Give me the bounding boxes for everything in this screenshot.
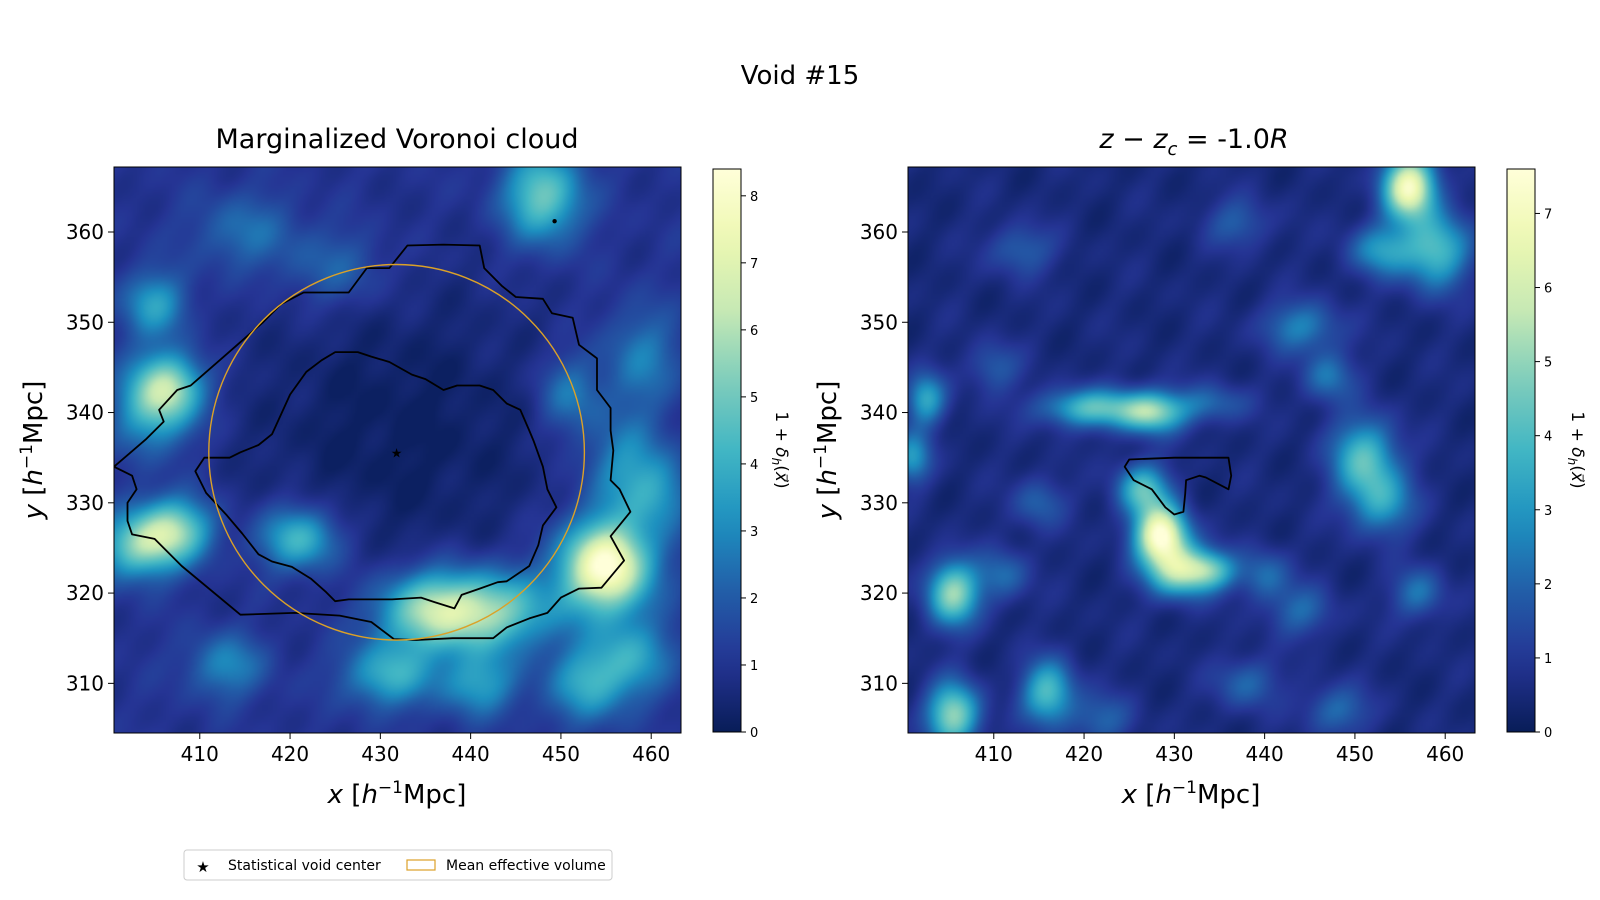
colorbar-left xyxy=(712,168,742,733)
colorbar-tick-label: 5 xyxy=(1544,356,1552,371)
axes-frame-right xyxy=(907,166,1476,734)
y-tick-label: 310 xyxy=(860,671,898,695)
x-tick-label: 450 xyxy=(542,742,580,766)
y-tick-label: 320 xyxy=(860,581,898,605)
colorbar-tick-label: 1 xyxy=(1544,652,1552,667)
y-tick-label: 350 xyxy=(860,310,898,334)
y-tick-label: 340 xyxy=(860,401,898,425)
y-tick-label: 310 xyxy=(66,671,104,695)
panel-right-title: z − zc = -1.0R xyxy=(1098,124,1288,160)
x-tick-label: 420 xyxy=(271,742,309,766)
x-tick-label: 410 xyxy=(181,742,219,766)
x-tick-label: 450 xyxy=(1336,742,1374,766)
panel-right: z − zc = -1.0R 410 420 430 440 450 460 310320… xyxy=(811,124,1587,810)
axes-frame-left xyxy=(113,166,682,734)
y-tick-label: 360 xyxy=(860,220,898,244)
density-heatmap-right xyxy=(908,167,1475,733)
void-contour-left-1 xyxy=(194,351,558,610)
void-center-star: ★ xyxy=(391,446,403,461)
x-axis-right: 410 420 430 440 450 460 xyxy=(975,733,1464,766)
y-axis-label-right: y [h−1Mpc] xyxy=(811,381,843,521)
y-tick-label: 360 xyxy=(66,220,104,244)
colorbar-tick-label: 5 xyxy=(750,391,758,406)
colorbar-ticks-right: 0 1 2 3 4 5 6 7 xyxy=(1535,207,1552,741)
colorbar-right xyxy=(1506,168,1536,733)
figure-suptitle: Void #15 xyxy=(741,61,860,91)
legend-circle-patch xyxy=(406,859,436,871)
void-contour-right-0 xyxy=(1123,456,1233,516)
x-tick-label: 460 xyxy=(632,742,670,766)
x-axis-label-right: x [h−1Mpc] xyxy=(1121,778,1261,810)
star-icon: ★ xyxy=(196,858,209,876)
colorbar-tick-label: 7 xyxy=(750,257,758,272)
y-tick-label: 330 xyxy=(66,491,104,515)
colorbar-tick-label: 7 xyxy=(1544,207,1552,222)
y-tick-label: 350 xyxy=(66,310,104,334)
colorbar-tick-label: 1 xyxy=(750,659,758,674)
tracer-point xyxy=(552,218,557,224)
x-tick-label: 440 xyxy=(1246,742,1284,766)
overlay-left: ★ xyxy=(114,218,632,641)
void-contour-left-0 xyxy=(114,243,632,641)
legend-frame xyxy=(183,849,613,881)
panel-left-title: Marginalized Voronoi cloud xyxy=(215,124,578,155)
colorbar-tick-label: 0 xyxy=(1544,726,1552,741)
colorbar-tick-label: 3 xyxy=(750,525,758,540)
x-axis-left: 410 420 430 440 450 460 xyxy=(181,733,670,766)
x-tick-label: 460 xyxy=(1426,742,1464,766)
panel-left: Marginalized Voronoi cloud ★ 410 420 430 44… xyxy=(17,124,791,810)
x-tick-label: 430 xyxy=(1155,742,1193,766)
y-tick-label: 320 xyxy=(66,581,104,605)
colorbar-label-left: 1 + δh(x⃗) xyxy=(769,411,791,488)
x-axis-label-left: x [h−1Mpc] xyxy=(327,778,467,810)
colorbar-tick-label: 2 xyxy=(750,592,758,607)
y-tick-label: 340 xyxy=(66,401,104,425)
x-tick-label: 440 xyxy=(452,742,490,766)
x-tick-label: 410 xyxy=(975,742,1013,766)
mean-effective-volume-circle xyxy=(208,263,586,641)
y-axis-left: 310 320 330 340 350 360 xyxy=(66,220,114,695)
y-axis-right: 310 320 330 340 350 360 xyxy=(860,220,908,695)
overlay-right xyxy=(1123,456,1233,516)
colorbar-tick-label: 2 xyxy=(1544,578,1552,593)
legend: ★ Statistical void center Mean effective… xyxy=(183,849,613,881)
colorbar-tick-label: 8 xyxy=(750,190,758,205)
y-tick-label: 330 xyxy=(860,491,898,515)
legend-circle-label: Mean effective volume xyxy=(446,858,606,874)
colorbar-label-right: 1 + δh(x⃗) xyxy=(1565,411,1587,488)
colorbar-tick-label: 6 xyxy=(750,324,758,339)
colorbar-tick-label: 0 xyxy=(750,726,758,741)
colorbar-tick-label: 4 xyxy=(1544,430,1552,445)
x-tick-label: 420 xyxy=(1065,742,1103,766)
colorbar-tick-label: 3 xyxy=(1544,504,1552,519)
y-axis-label-left: y [h−1Mpc] xyxy=(17,381,49,521)
x-tick-label: 430 xyxy=(361,742,399,766)
colorbar-tick-label: 6 xyxy=(1544,282,1552,297)
colorbar-ticks-left: 0 1 2 3 4 5 6 7 8 xyxy=(741,190,758,741)
legend-star-label: Statistical void center xyxy=(228,858,381,874)
colorbar-tick-label: 4 xyxy=(750,458,758,473)
